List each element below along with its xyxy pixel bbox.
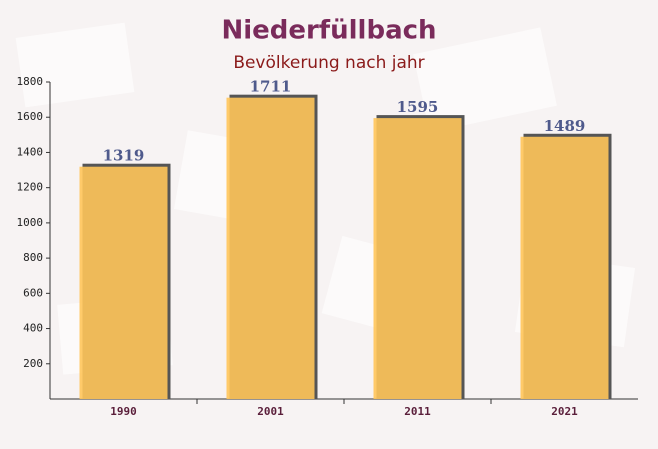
chart-title: Niederfüllbach (221, 16, 436, 46)
value-label: 1319 (103, 147, 145, 165)
y-tick-label: 1400 (17, 145, 44, 158)
y-tick-label: 200 (23, 357, 43, 370)
bar (226, 97, 315, 399)
y-tick-label: 400 (23, 322, 43, 335)
bar (79, 166, 168, 399)
value-label: 1711 (250, 78, 292, 96)
x-tick-label: 2021 (551, 405, 578, 418)
chart-subtitle: Bevölkerung nach jahr (233, 53, 424, 73)
y-tick-label: 1000 (17, 216, 44, 229)
x-tick-label: 2001 (257, 405, 284, 418)
x-tick-label: 2011 (404, 405, 431, 418)
value-label: 1489 (544, 117, 586, 135)
x-tick-label: 1990 (110, 405, 137, 418)
bar (520, 136, 609, 399)
value-label: 1595 (397, 98, 439, 116)
y-tick-label: 1600 (17, 110, 44, 123)
bar (373, 118, 462, 399)
y-tick-label: 1800 (17, 75, 44, 88)
y-tick-label: 600 (23, 286, 43, 299)
y-tick-label: 800 (23, 251, 43, 264)
y-tick-label: 1200 (17, 181, 44, 194)
